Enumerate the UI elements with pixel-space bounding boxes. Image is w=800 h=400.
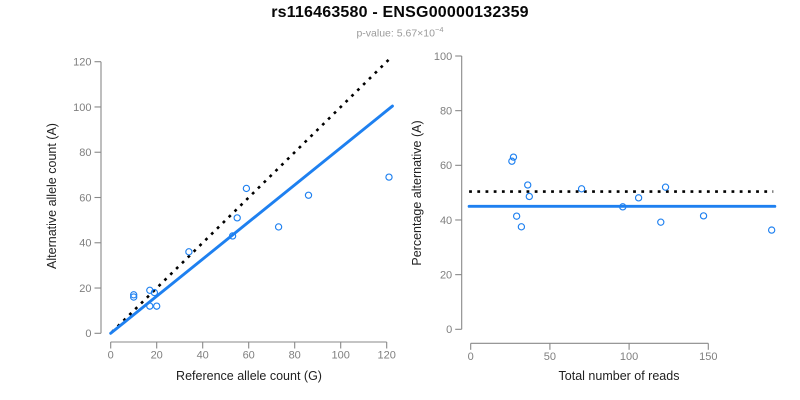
y-tick-label: 20 [79, 283, 91, 295]
data-point [524, 181, 532, 189]
x-tick-label: 0 [108, 350, 114, 362]
data-point [657, 218, 665, 226]
figure-subtitle: p-value: 5.67×10−4 [0, 25, 800, 40]
data-point [185, 248, 193, 256]
x-tick-label: 150 [699, 351, 717, 363]
y-tick-label: 80 [79, 147, 91, 159]
pvalue-exponent: −4 [434, 25, 444, 34]
data-point [130, 291, 138, 299]
x-tick-label: 100 [620, 351, 638, 363]
y-tick-label: 60 [79, 192, 91, 204]
pvalue-mantissa: 5.67×10 [396, 27, 435, 40]
data-point [512, 212, 521, 220]
data-point [130, 293, 138, 301]
x-tick-label: 80 [289, 350, 301, 362]
data-point [304, 191, 313, 199]
y-tick-label: 40 [79, 238, 91, 250]
data-point [509, 153, 518, 161]
left-scatter-panel: 0 20 40 60 80 100 120 0 20 40 60 80 100 120 [73, 56, 396, 362]
x-tick-label: 60 [243, 350, 255, 362]
x-tick-label: 0 [468, 351, 474, 363]
left-xaxis-title: Reference allele count (G) [176, 369, 322, 383]
y-tick-label: 20 [440, 269, 452, 281]
data-point [153, 302, 161, 310]
data-point [242, 184, 251, 193]
y-tick-label: 80 [440, 105, 452, 117]
figure-title: rs116463580 - ENSG00000132359 [271, 4, 529, 21]
right-xaxis-title: Total number of reads [559, 369, 680, 383]
x-tick-label: 100 [332, 350, 350, 362]
data-point [517, 223, 526, 231]
data-point [699, 212, 708, 220]
y-tick-label: 100 [73, 102, 91, 114]
right-scatter-panel: 0 20 40 60 80 100 0 50 100 150 [434, 51, 777, 363]
data-point [661, 183, 670, 191]
data-point [385, 173, 393, 181]
y-tick-label: 0 [446, 324, 452, 336]
figure-header: rs116463580 - ENSG00000132359 p-value: 5… [0, 4, 800, 40]
data-point [525, 192, 533, 201]
y-tick-label: 120 [73, 57, 91, 69]
data-point [146, 302, 154, 310]
x-tick-label: 40 [197, 350, 209, 362]
data-point [634, 194, 643, 202]
data-point [150, 288, 159, 297]
right-yaxis-title: Percentage alternative (A) [410, 120, 424, 265]
x-tick-label: 120 [378, 350, 396, 362]
data-point [274, 223, 283, 231]
data-point [228, 232, 237, 240]
data-point [577, 185, 586, 193]
y-tick-label: 40 [440, 215, 452, 227]
data-point [619, 203, 627, 211]
y-tick-label: 60 [440, 160, 452, 172]
data-point [508, 157, 516, 165]
pvalue-label: p-value: [356, 27, 397, 40]
x-tick-label: 20 [151, 350, 163, 362]
left-yaxis-title: Alternative allele count (A) [45, 123, 59, 269]
data-point [233, 214, 241, 222]
x-tick-label: 50 [544, 351, 556, 363]
fitted-proportion-line [109, 104, 394, 335]
data-point [767, 226, 776, 234]
y-tick-label: 100 [434, 51, 452, 63]
identity-reference-line [110, 56, 393, 334]
y-tick-label: 0 [85, 328, 91, 340]
